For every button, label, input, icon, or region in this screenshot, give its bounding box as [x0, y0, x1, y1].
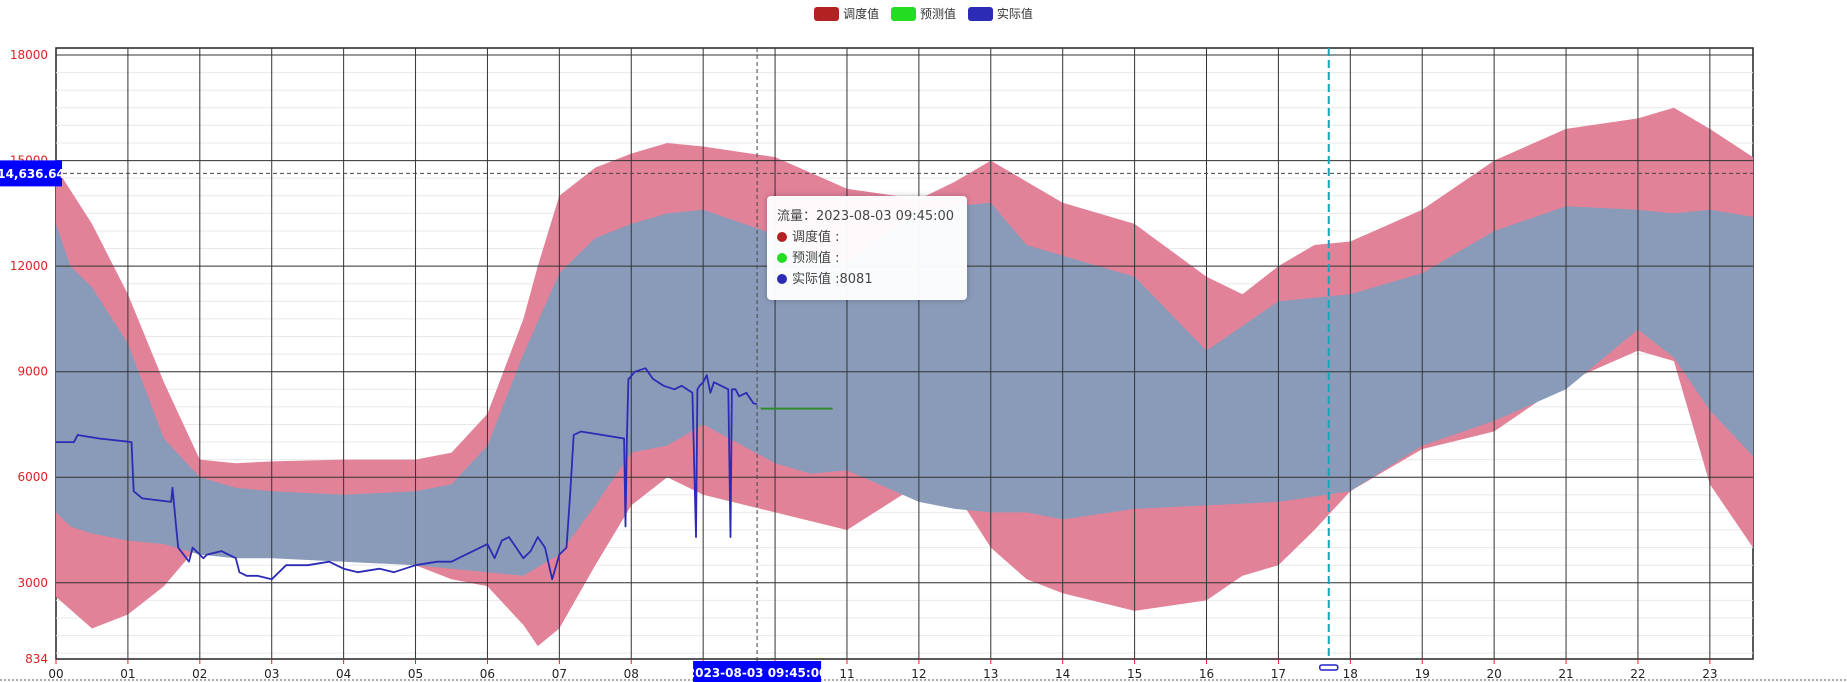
tooltip-dot-dispatch — [777, 232, 787, 242]
legend-swatch-forecast — [890, 7, 916, 21]
y-tick-label: 12000 — [10, 259, 48, 273]
x-tick-label: 22 — [1630, 667, 1645, 681]
legend-swatch-dispatch — [814, 7, 840, 21]
tooltip-dot-actual — [777, 274, 787, 284]
x-tick-label: 14 — [1055, 667, 1070, 681]
tooltip-label-actual: 实际值 :8081 — [792, 272, 873, 287]
x-tick-label: 16 — [1199, 667, 1214, 681]
y-tick-label: 6000 — [17, 470, 48, 484]
x-tick-label: 20 — [1486, 667, 1501, 681]
legend-item-forecast[interactable]: 预测值 — [890, 5, 956, 22]
x-tick-label: 21 — [1558, 667, 1573, 681]
y-tick-label: 18000 — [10, 48, 48, 62]
legend-label-actual: 实际值 — [996, 7, 1033, 21]
crosshair-y-label: 14,636.64 — [0, 167, 65, 181]
x-tick-label: 13 — [983, 667, 998, 681]
crosshair-x-label-box — [693, 661, 822, 682]
tooltip-label-forecast: 预测值 : — [792, 251, 840, 266]
y-tick-label: 9000 — [17, 365, 48, 379]
crosshair-y-label-box — [0, 160, 62, 187]
x-tick-label: 12 — [911, 667, 926, 681]
series-line-actual — [56, 367, 758, 581]
x-tick-label: 07 — [552, 667, 567, 681]
x-tick-label: 08 — [624, 667, 639, 681]
x-tick-label: 18 — [1343, 667, 1358, 681]
x-tick-label: 17 — [1271, 667, 1286, 681]
tooltip: 流量：2023-08-03 09:45:00 调度值 : 预测值 : 实际值 :… — [767, 196, 967, 300]
x-tick-label: 03 — [264, 667, 279, 681]
x-tick-label: 15 — [1127, 667, 1142, 681]
x-tick-label: 01 — [120, 667, 135, 681]
y-tick-label: 834 — [25, 652, 48, 666]
tooltip-row-actual: 实际值 :8081 — [777, 269, 957, 290]
x-tick-label: 19 — [1415, 667, 1430, 681]
legend: 调度值 预测值 实际值 — [0, 5, 1847, 22]
crosshair-x-label: 2023-08-03 09:45:00 — [687, 666, 828, 680]
legend-label-dispatch: 调度值 — [843, 7, 880, 21]
tooltip-row-dispatch: 调度值 : — [777, 227, 957, 248]
x-tick-label: 11 — [839, 667, 854, 681]
y-tick-label: 3000 — [17, 576, 48, 590]
x-tick-label: 04 — [336, 667, 351, 681]
tooltip-label-dispatch: 调度值 : — [792, 230, 840, 245]
legend-item-dispatch[interactable]: 调度值 — [814, 5, 879, 22]
tooltip-header: 流量：2023-08-03 09:45:00 — [777, 209, 955, 224]
x-tick-label: 06 — [480, 667, 495, 681]
x-tick-label: 23 — [1702, 667, 1717, 681]
tooltip-dot-forecast — [777, 253, 787, 263]
legend-item-actual[interactable]: 实际值 — [967, 5, 1033, 22]
x-tick-label: 02 — [192, 667, 207, 681]
legend-label-forecast: 预测值 — [919, 7, 956, 21]
tooltip-row-forecast: 预测值 : — [777, 248, 957, 269]
x-tick-label: 00 — [48, 667, 63, 681]
x-tick-label: 05 — [408, 667, 423, 681]
legend-swatch-actual — [967, 7, 993, 21]
time-marker-handle — [1319, 664, 1339, 671]
